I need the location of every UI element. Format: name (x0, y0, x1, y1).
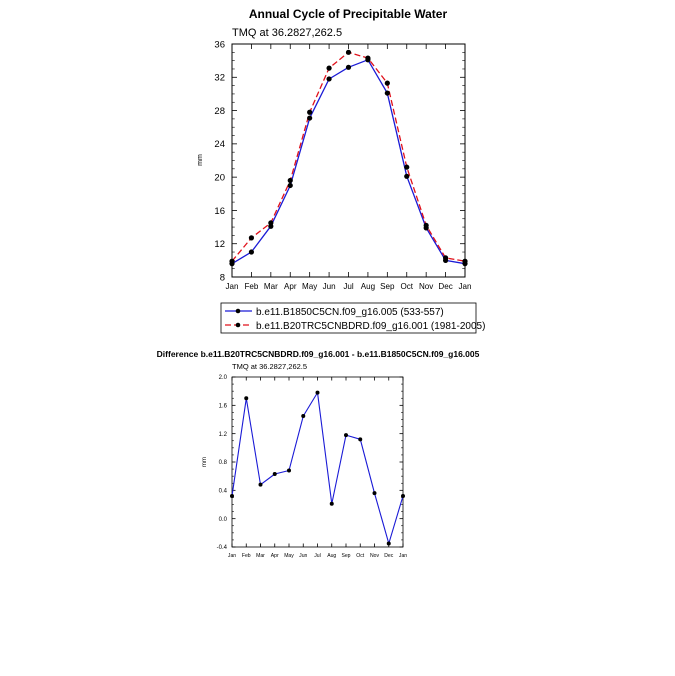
x-tick-label: May (284, 553, 294, 559)
y-tick-label: 36 (214, 39, 225, 50)
x-tick-label: Jun (323, 282, 336, 291)
data-point (329, 501, 334, 506)
data-point (384, 80, 390, 86)
data-point (307, 109, 313, 115)
data-point (287, 182, 293, 189)
legend-entry: b.e11.B20TRC5CNBDRD.f09_g16.001 (1981-20… (225, 321, 485, 332)
y-tick-label: -0.4 (217, 545, 228, 551)
x-tick-label: Jan (399, 553, 407, 559)
x-tick-label: Oct (356, 553, 365, 559)
data-point (404, 164, 410, 170)
y-axis-label: mm (197, 154, 204, 166)
series-group (229, 49, 468, 267)
data-point (248, 249, 255, 255)
x-tick-label: Apr (271, 553, 279, 559)
x-tick-label: Jun (299, 553, 307, 559)
plot-frame (231, 376, 404, 548)
data-point (404, 173, 410, 179)
data-point (384, 90, 390, 96)
chart-subtitle: TMQ at 36.2827,262.5 (232, 362, 307, 371)
x-tick-label: Dec (384, 553, 394, 559)
y-tick-label: 12 (214, 239, 225, 250)
x-tick-label: Aug (327, 553, 336, 559)
x-tick-label: Oct (400, 282, 413, 291)
legend-entry: b.e11.B1850C5CN.f09_g16.005 (533-557) (225, 307, 444, 318)
y-tick-label: 0.0 (219, 517, 228, 523)
y-tick-label: 28 (214, 106, 225, 117)
data-point (401, 494, 405, 498)
series-line (231, 392, 404, 545)
x-tick-label: Aug (361, 282, 375, 291)
data-point (244, 396, 249, 401)
data-point (462, 258, 468, 264)
data-point (287, 468, 291, 473)
legend: b.e11.B1850C5CN.f09_g16.005 (533-557) b.… (220, 302, 485, 334)
y-tick-label: 16 (214, 206, 225, 217)
data-point (248, 235, 255, 241)
legend-box (220, 302, 477, 334)
x-tick-label: Feb (242, 553, 251, 559)
data-point (230, 494, 234, 498)
data-point (268, 220, 274, 226)
x-tick-label: Sep (380, 282, 395, 291)
legend-label: b.e11.B20TRC5CNBDRD.f09_g16.001 (1981-20… (256, 321, 485, 332)
difference-chart: Difference b.e11.B20TRC5CNBDRD.f09_g16.0… (157, 349, 480, 559)
x-tick-label: Feb (244, 282, 258, 291)
data-point (326, 65, 332, 71)
data-point (345, 64, 352, 70)
data-point (258, 482, 263, 487)
axes: Jan Feb Mar Apr May Jun Jul Aug Sep Oct Nov Dec Jan8… (214, 39, 471, 291)
x-tick-label: Mar (256, 553, 265, 559)
chart-subtitle: TMQ at 36.2827,262.5 (232, 27, 342, 39)
annual-cycle-chart: Annual Cycle of Precipitable Water TMQ a… (197, 7, 485, 334)
data-point (358, 437, 363, 442)
x-tick-label: Jan (226, 282, 239, 291)
y-tick-label: 20 (214, 172, 225, 183)
data-point (365, 55, 371, 61)
data-point (345, 49, 352, 55)
y-axis-label: mm (202, 457, 208, 467)
legend-label: b.e11.B1850C5CN.f09_g16.005 (533-557) (256, 307, 444, 318)
legend-marker (235, 322, 241, 328)
y-tick-label: 0.8 (219, 460, 228, 466)
data-point (372, 491, 377, 496)
chart-title: Annual Cycle of Precipitable Water (249, 7, 448, 21)
series-line (231, 51, 466, 262)
x-tick-label: Sep (341, 553, 350, 559)
data-point (423, 222, 429, 229)
data-point (344, 433, 348, 438)
x-tick-label: Nov (370, 553, 380, 559)
x-tick-label: Jul (314, 553, 321, 559)
chart-title: Difference b.e11.B20TRC5CNBDRD.f09_g16.0… (157, 349, 480, 359)
x-tick-label: Jan (228, 553, 236, 559)
y-tick-label: 0.4 (219, 488, 228, 494)
y-tick-label: 8 (220, 272, 225, 283)
data-point (442, 255, 449, 261)
y-tick-label: 1.2 (219, 432, 228, 438)
x-tick-label: May (302, 282, 318, 291)
x-tick-label: Jul (343, 282, 354, 291)
data-point (229, 258, 235, 264)
y-tick-label: 24 (214, 139, 225, 150)
series-group (230, 390, 405, 546)
x-tick-label: Apr (284, 282, 297, 291)
data-point (307, 115, 313, 121)
y-tick-label: 2.0 (219, 375, 228, 381)
axes: Jan Feb Mar Apr May Jun Jul Aug Sep Oct Nov Dec Jan-… (217, 375, 408, 559)
data-point (301, 413, 306, 418)
x-tick-label: Mar (264, 282, 278, 291)
data-point (272, 472, 277, 477)
y-tick-label: 32 (214, 73, 225, 84)
data-point (315, 390, 320, 395)
x-tick-label: Nov (419, 282, 433, 291)
data-point (287, 177, 293, 184)
data-point (386, 541, 391, 546)
x-tick-label: Jan (459, 282, 472, 291)
legend-marker (235, 308, 241, 314)
plot-frame (231, 43, 466, 278)
x-tick-label: Dec (438, 282, 452, 291)
y-tick-label: 1.6 (219, 403, 228, 409)
data-point (326, 76, 332, 82)
